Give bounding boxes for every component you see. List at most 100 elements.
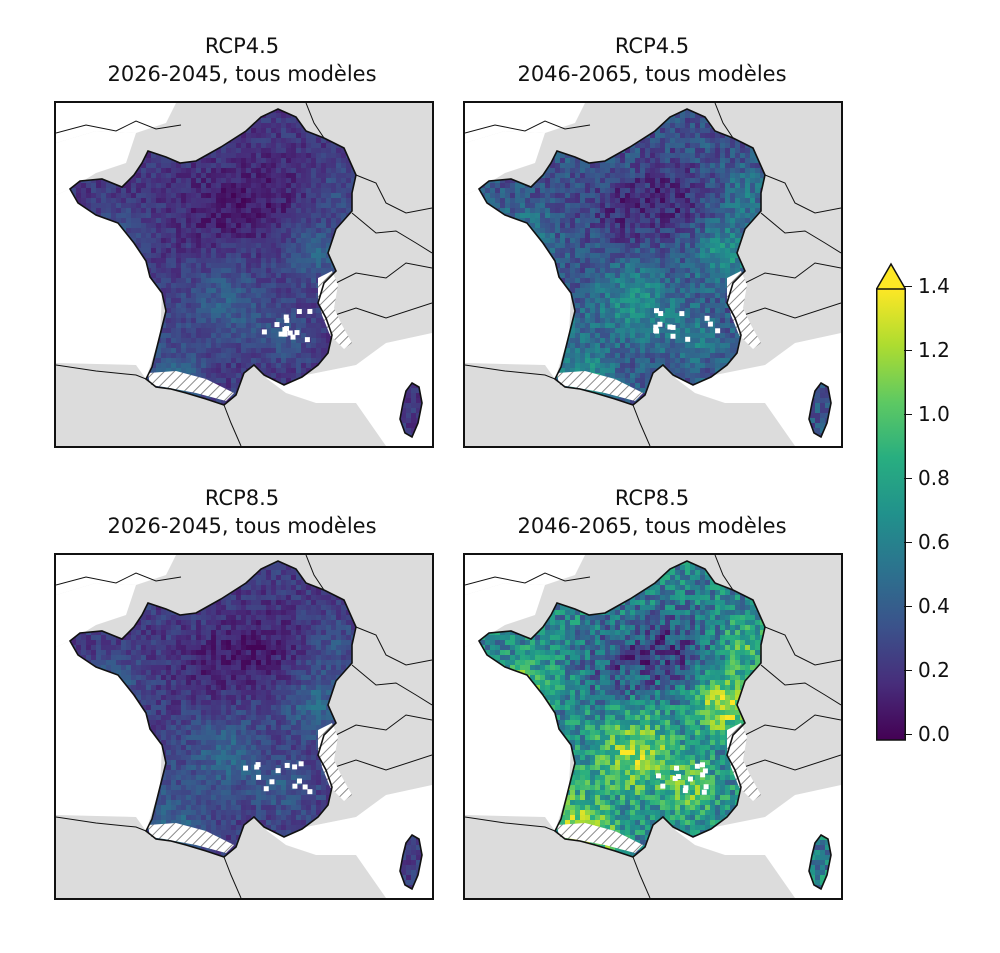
colorbar-tick: 0.2 (904, 660, 950, 680)
country-border (351, 212, 432, 254)
country-border (734, 302, 841, 319)
sea-region (266, 785, 432, 898)
panel-1-scenario: RCP4.5 (52, 32, 432, 60)
no-data-cell (654, 308, 660, 314)
country-border (760, 212, 841, 254)
france-coastline (477, 108, 766, 406)
country-border (56, 120, 182, 134)
panel-title-1: RCP4.5 2026-2045, tous modèles (52, 32, 432, 88)
no-data-cell (284, 317, 290, 323)
france-coastline (68, 108, 357, 406)
no-data-cell (660, 783, 666, 789)
no-data-cell (290, 334, 296, 340)
no-data-cell (653, 324, 659, 330)
no-data-cell (682, 788, 688, 794)
no-data-cell (667, 324, 673, 330)
colorbar-tick: 1.4 (904, 276, 950, 296)
no-data-cell (302, 784, 308, 790)
country-border (764, 626, 841, 666)
no-data-cell (275, 768, 281, 774)
colorbar-extend-arrow (876, 262, 906, 291)
no-data-cell (694, 763, 700, 769)
colorbar-gradient (876, 288, 906, 741)
no-data-cell (307, 308, 313, 314)
panel-4-scenario: RCP8.5 (462, 484, 842, 512)
panel-title-3: RCP8.5 2026-2045, tous modèles (52, 484, 432, 540)
no-data-cell (296, 778, 302, 784)
map-panel-4 (463, 553, 843, 900)
masked-region (148, 823, 234, 853)
no-data-cell (703, 784, 709, 790)
no-data-cell (284, 762, 290, 768)
sea-region (465, 555, 585, 595)
colorbar (876, 262, 906, 741)
no-data-cell (700, 772, 706, 778)
colorbar-tick: 0.8 (904, 468, 950, 488)
no-data-cell (282, 331, 288, 337)
corsica-coastline (399, 833, 423, 891)
country-border (223, 856, 242, 898)
no-data-cell (292, 764, 298, 770)
no-data-cell (701, 789, 707, 795)
country-border (740, 714, 841, 738)
corsica-coastline (808, 833, 832, 891)
map-panel-2 (463, 101, 843, 448)
panel-title-2: RCP4.5 2046-2065, tous modèles (462, 32, 842, 88)
no-data-cell (278, 331, 284, 337)
map-panel-3 (54, 553, 434, 900)
no-data-cell (670, 333, 676, 339)
country-border (355, 174, 432, 214)
no-data-cell (672, 775, 678, 781)
masked-region (727, 723, 761, 801)
country-border (331, 714, 432, 738)
sea-region (56, 583, 136, 647)
country-border (465, 120, 591, 134)
no-data-cell (658, 311, 664, 317)
france-coastline (68, 560, 357, 858)
masked-region (148, 371, 234, 401)
colorbar-tick: 1.2 (904, 340, 950, 360)
no-data-cell (655, 773, 661, 779)
no-data-cell (287, 330, 293, 336)
colorbar-tick: 1.0 (904, 404, 950, 424)
masked-region (727, 271, 761, 349)
country-border (632, 404, 651, 446)
country-border (734, 754, 841, 771)
sea-region (675, 333, 841, 446)
country-border (632, 856, 651, 898)
country-border (714, 103, 734, 139)
country-border (331, 262, 432, 286)
no-data-cell (657, 321, 663, 327)
colorbar-tick: 0.6 (904, 532, 950, 552)
map-france-1 (56, 103, 432, 446)
country-border (305, 555, 325, 591)
france-coastline (477, 560, 766, 858)
country-border (305, 103, 325, 139)
no-data-cell (296, 309, 302, 315)
no-data-cell (292, 783, 298, 789)
panel-title-4: RCP8.5 2046-2065, tous modèles (462, 484, 842, 540)
no-data-cell (269, 779, 275, 785)
country-border (355, 626, 432, 666)
panel-3-period: 2026-2045, tous modèles (52, 512, 432, 540)
sea-region (465, 131, 545, 195)
sea-region (465, 641, 571, 831)
panel-3-scenario: RCP8.5 (52, 484, 432, 512)
no-data-cell (699, 762, 705, 768)
no-data-cell (674, 765, 680, 771)
no-data-cell (304, 337, 310, 343)
sea-region (266, 333, 432, 446)
sea-region (56, 131, 136, 195)
panel-4-period: 2046-2065, tous modèles (462, 512, 842, 540)
sea-region (465, 189, 571, 379)
country-border (764, 174, 841, 214)
corsica-coastline (808, 381, 832, 439)
no-data-cell (307, 789, 313, 795)
no-data-cell (685, 336, 691, 342)
no-data-cell (274, 322, 280, 328)
no-data-cell (687, 776, 693, 782)
colorbar-tick: 0.4 (904, 596, 950, 616)
no-data-cell (263, 786, 269, 792)
masked-region (318, 271, 352, 349)
country-border (325, 302, 432, 319)
